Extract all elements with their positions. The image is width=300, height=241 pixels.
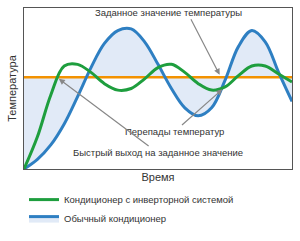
svg-text:Быстрый выход на заданное знач: Быстрый выход на заданное значение <box>73 147 243 158</box>
svg-text:Кондиционер с инверторной сист: Кондиционер с инверторной системой <box>64 194 233 205</box>
svg-text:Заданное значение температуры: Заданное значение температуры <box>95 7 242 18</box>
svg-text:Перепады температур: Перепады температур <box>125 126 224 137</box>
svg-text:Температура: Температура <box>6 54 18 122</box>
svg-text:Время: Время <box>141 171 174 183</box>
svg-text:Обычный кондиционер: Обычный кондиционер <box>64 213 166 224</box>
